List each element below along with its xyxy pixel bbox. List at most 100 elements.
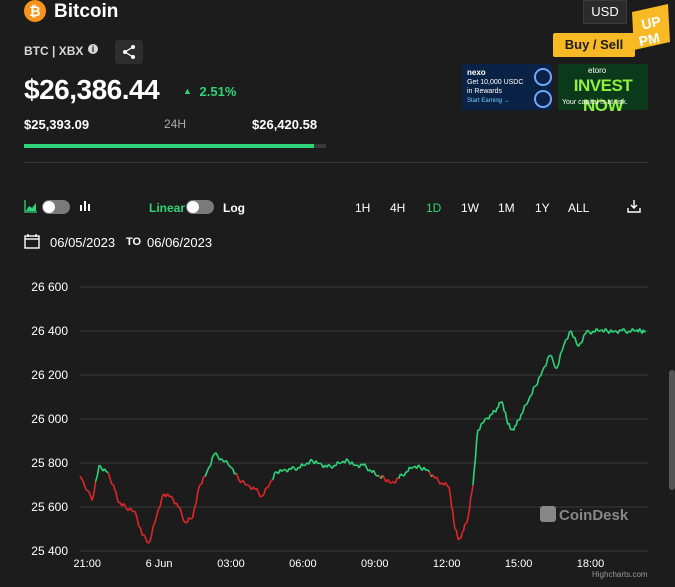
coindesk-logo-icon xyxy=(540,506,556,522)
area-chart-icon[interactable] xyxy=(24,199,38,218)
price-line-segment xyxy=(177,506,181,509)
range-4h[interactable]: 4H xyxy=(390,201,406,215)
info-icon[interactable]: i xyxy=(88,44,98,54)
price-line-segment xyxy=(543,364,547,368)
price-line-segment xyxy=(482,418,486,424)
price-line-segment xyxy=(272,472,276,480)
svg-text:UP: UP xyxy=(640,13,662,33)
price-line-segment xyxy=(98,464,102,468)
price-line-segment xyxy=(122,502,127,508)
price-line-segment xyxy=(372,469,377,475)
price-line-segment xyxy=(331,464,335,469)
price-line-segment xyxy=(519,414,522,421)
price-line-segment xyxy=(247,484,251,487)
price-line-segment xyxy=(643,330,647,333)
price-line-segment xyxy=(466,515,470,523)
price-line-segment xyxy=(529,394,533,397)
price-line-segment xyxy=(301,463,305,467)
price-line-segment xyxy=(425,468,428,472)
price-line-segment xyxy=(561,343,565,351)
currency-select[interactable]: USD xyxy=(583,0,627,24)
scale-toggle[interactable] xyxy=(186,200,214,214)
etoro-headline: INVEST NOW xyxy=(573,76,633,115)
range-1m[interactable]: 1M xyxy=(498,201,515,215)
nexo-ad[interactable]: nexo Get 10,000 USDC in Rewards Start Ea… xyxy=(462,64,552,110)
price-line-segment xyxy=(242,480,247,486)
price-line-segment xyxy=(339,462,342,465)
price-line-segment xyxy=(274,471,277,474)
price-line-segment xyxy=(179,507,183,515)
price-line-segment xyxy=(85,488,90,493)
price-line-segment xyxy=(391,481,394,484)
price-line-segment xyxy=(129,507,134,513)
price-line-segment xyxy=(295,467,299,471)
price-line-segment xyxy=(581,335,585,343)
nexo-line1: Get 10,000 USDC xyxy=(467,79,524,86)
x-tick-label: 21:00 xyxy=(73,558,101,570)
linear-scale-label[interactable]: Linear xyxy=(149,201,186,215)
price-line-segment xyxy=(504,411,508,420)
section-divider xyxy=(24,162,648,163)
price-line-segment xyxy=(508,423,511,429)
price-line-segment xyxy=(503,410,506,413)
price-line-segment xyxy=(465,521,468,525)
range-1y[interactable]: 1Y xyxy=(535,201,550,215)
calendar-icon[interactable] xyxy=(24,233,40,254)
price-line-segment xyxy=(453,522,456,530)
y-tick-label: 25 600 xyxy=(31,500,68,514)
range-1h[interactable]: 1H xyxy=(355,201,371,215)
log-scale-label[interactable]: Log xyxy=(223,201,245,215)
price-line-segment xyxy=(513,425,516,431)
date-from-input[interactable]: 06/05/2023 xyxy=(50,235,116,250)
x-tick-label: 18:00 xyxy=(577,558,605,570)
date-to-input[interactable]: 06/06/2023 xyxy=(147,235,213,250)
chart-type-toggle[interactable] xyxy=(42,200,70,214)
price-line-segment xyxy=(522,405,526,413)
price-line-segment xyxy=(114,489,117,492)
price-line-segment xyxy=(152,522,156,527)
price-line-segment xyxy=(559,349,564,355)
etoro-ad[interactable]: etoro INVEST NOW Your capital is at risk… xyxy=(558,64,648,115)
buy-sell-button[interactable]: Buy / Sell xyxy=(553,33,635,57)
price-line-segment xyxy=(484,417,488,420)
price-line-segment xyxy=(426,469,430,473)
price-line-segment xyxy=(112,484,116,491)
price-line-segment xyxy=(533,385,536,388)
download-icon[interactable] xyxy=(627,199,641,218)
price-line-segment xyxy=(308,459,312,465)
price-line-segment xyxy=(381,474,386,479)
nexo-cta[interactable]: Start Earning → xyxy=(467,98,510,104)
price-line-segment xyxy=(157,505,161,510)
price-line-segment xyxy=(435,476,440,481)
price-line-segment xyxy=(172,498,176,505)
range-all[interactable]: ALL xyxy=(568,201,590,215)
page-scrollbar[interactable] xyxy=(669,370,675,490)
nexo-line2: in Rewards xyxy=(467,88,503,95)
range-high: $26,420.58 xyxy=(252,117,318,132)
price-line-segment xyxy=(88,491,93,501)
usdc-icon-2 xyxy=(534,90,552,108)
range-1d[interactable]: 1D xyxy=(426,201,442,215)
coindesk-watermark: CoinDesk xyxy=(540,506,628,524)
share-button[interactable] xyxy=(115,40,143,64)
price-line-segment xyxy=(106,471,109,474)
price-line-segment xyxy=(256,488,260,493)
x-tick-label: 15:00 xyxy=(505,558,533,570)
price-line-segment xyxy=(191,508,196,519)
price-line-segment xyxy=(183,520,186,524)
price-line-segment xyxy=(580,341,583,344)
highcharts-credit[interactable]: Highcharts.com xyxy=(592,570,648,579)
price-line-segment xyxy=(208,465,212,468)
price-line-segment xyxy=(536,376,540,385)
price-line-segment xyxy=(190,517,194,520)
range-1w[interactable]: 1W xyxy=(461,201,479,215)
price-chart[interactable]: 26 600 26 400 26 200 26 000 25 800 25 600 25 4… xyxy=(0,270,675,587)
price-line-segment xyxy=(327,463,332,467)
bar-chart-icon[interactable] xyxy=(78,199,92,218)
price-line-segment xyxy=(457,537,461,541)
x-tick-label: 06:00 xyxy=(289,558,317,570)
price-line-segment xyxy=(116,497,120,503)
price-line-segment xyxy=(400,473,403,476)
price-line-segment xyxy=(394,477,398,484)
trading-pair: BTC | XBX xyxy=(24,44,84,58)
